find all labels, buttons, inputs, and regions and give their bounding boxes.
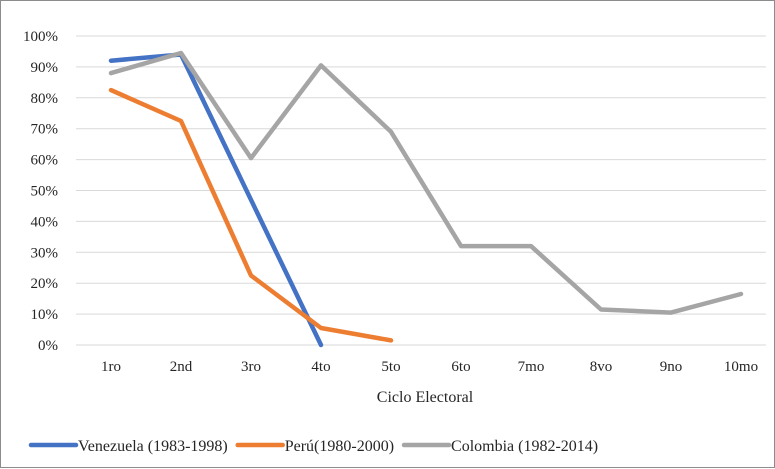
series-line-1 (108, 87, 394, 343)
x-tick-label: 4to (311, 359, 330, 375)
x-axis-title: Ciclo Electoral (377, 389, 474, 406)
legend-label: Perú(1980-2000) (285, 438, 394, 455)
gridlines (76, 35, 766, 346)
series-lines (108, 50, 744, 348)
y-tick-label: 100% (23, 29, 58, 45)
y-axis-ticks: 0% 10% 20% 30% 40% 50% 60% 70% 80% 90% 100% (23, 29, 58, 354)
x-tick-label: 5to (381, 359, 400, 375)
legend-label: Colombia (1982-2014) (451, 438, 598, 455)
x-tick-label: 2nd (170, 359, 193, 375)
y-tick-label: 20% (31, 276, 59, 292)
y-tick-label: 50% (31, 184, 59, 200)
x-tick-label: 3ro (241, 359, 261, 375)
y-tick-label: 40% (31, 214, 59, 230)
x-tick-label: 8vo (590, 359, 613, 375)
series-line-0 (108, 52, 324, 348)
legend-label: Venezuela (1983-1998) (78, 438, 228, 455)
x-tick-label: 10mo (724, 359, 758, 375)
y-tick-label: 70% (31, 122, 59, 138)
x-tick-label: 9no (660, 359, 683, 375)
x-tick-label: 7mo (518, 359, 545, 375)
y-tick-label: 80% (31, 91, 59, 107)
y-tick-label: 90% (31, 60, 59, 76)
y-tick-label: 0% (38, 338, 58, 354)
legend-item: Colombia (1982-2014) (401, 438, 598, 455)
legend-item: Venezuela (1983-1998) (28, 438, 228, 455)
series-line-2 (108, 50, 744, 315)
legend-item: Perú(1980-2000) (235, 438, 394, 455)
x-tick-label: 1ro (101, 359, 121, 375)
y-tick-label: 60% (31, 153, 59, 169)
y-tick-label: 30% (31, 245, 59, 261)
y-tick-label: 10% (31, 307, 59, 323)
x-tick-label: 6to (451, 359, 470, 375)
x-axis-ticks: 1ro 2nd 3ro 4to 5to 6to 7mo 8vo 9no 10mo (101, 359, 758, 375)
legend: Venezuela (1983-1998) Perú(1980-2000) Colo… (28, 438, 598, 455)
